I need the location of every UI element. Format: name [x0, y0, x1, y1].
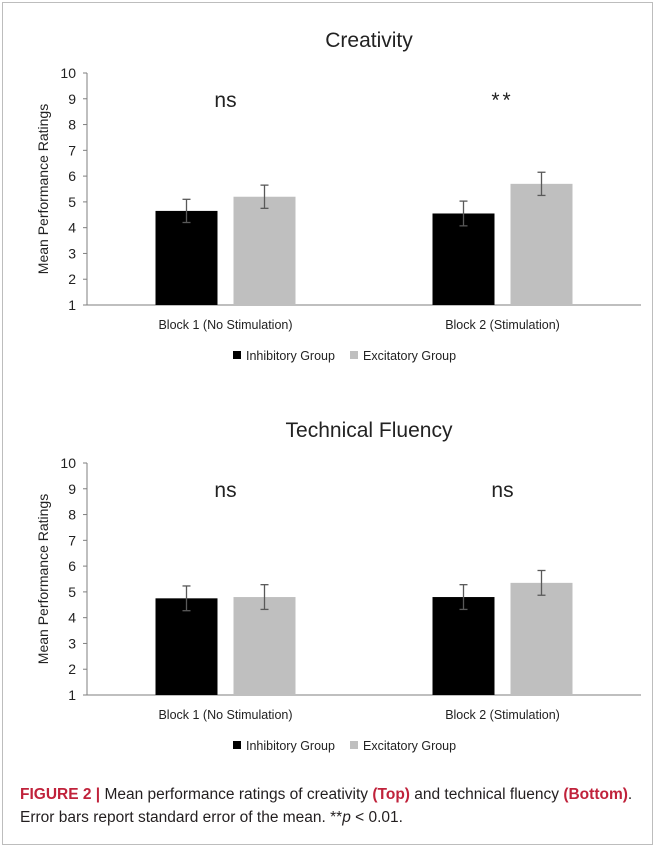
- caption-text-3: . Error bars report standard error of th…: [20, 786, 633, 826]
- chart1-y-axis-label: Mean Performance Ratings: [35, 104, 51, 274]
- chart2-y-axis-label: Mean Performance Ratings: [35, 494, 51, 664]
- caption-bottom: (Bottom): [563, 786, 628, 803]
- chart2-bar: [510, 582, 573, 695]
- technical-fluency-chart: Technical Fluency Mean Performance Rating…: [35, 419, 641, 753]
- chart1-title: Creativity: [325, 29, 413, 52]
- chart2-significance-label: ns: [491, 479, 513, 502]
- chart1-y-tick-label: 2: [68, 271, 76, 287]
- chart2-y-tick-label: 3: [68, 635, 76, 651]
- chart2-bar: [233, 597, 296, 695]
- chart1-bar: [432, 213, 495, 305]
- caption-p: p: [342, 809, 351, 826]
- chart1-legend-swatch: [233, 351, 241, 359]
- chart2-y-tick-label: 10: [60, 455, 76, 471]
- chart1-x-tick-label: Block 1 (No Stimulation): [158, 318, 292, 332]
- chart2-x-tick-label: Block 1 (No Stimulation): [158, 708, 292, 722]
- chart1-y-tick-label: 4: [68, 220, 76, 236]
- chart2-y-tick-label: 8: [68, 507, 76, 523]
- chart2-x-tick-label: Block 2 (Stimulation): [445, 708, 560, 722]
- caption-top: (Top): [372, 786, 410, 803]
- chart2-y-tick-label: 4: [68, 610, 76, 626]
- chart2-y-tick-label: 9: [68, 481, 76, 497]
- creativity-chart: Creativity Mean Performance Ratings 1 2 3 4 5 6…: [35, 29, 641, 363]
- chart1-y-tick-label: 8: [68, 117, 76, 133]
- chart2-y-tick-label: 7: [68, 532, 76, 548]
- chart1-bar: [155, 210, 218, 305]
- chart1-legend-label: Excitatory Group: [363, 349, 456, 363]
- chart1-legend-label: Inhibitory Group: [246, 349, 335, 363]
- chart2-title: Technical Fluency: [286, 419, 453, 442]
- figure-label: FIGURE 2 |: [20, 786, 101, 803]
- chart1-x-tick-label: Block 2 (Stimulation): [445, 318, 560, 332]
- chart1-y-tick-label: 3: [68, 245, 76, 261]
- chart1-bar: [233, 196, 296, 305]
- chart1-significance-label: **: [491, 89, 513, 112]
- chart1-y-tick-label: 1: [68, 297, 76, 313]
- chart2-legend-label: Excitatory Group: [363, 739, 456, 753]
- chart2-y-tick-label: 2: [68, 661, 76, 677]
- caption-text-2: and technical fluency: [409, 786, 564, 803]
- caption-text-1: Mean performance ratings of creativity: [100, 786, 373, 803]
- chart1-y-tick-label: 7: [68, 142, 76, 158]
- chart2-y-tick-label: 1: [68, 687, 76, 703]
- chart2-legend-label: Inhibitory Group: [246, 739, 335, 753]
- chart2-y-tick-label: 6: [68, 558, 76, 574]
- chart2-legend-swatch: [233, 741, 241, 749]
- chart2-significance-label: ns: [214, 479, 236, 502]
- chart2-y-tick-label: 5: [68, 584, 76, 600]
- chart1-y-tick-label: 5: [68, 194, 76, 210]
- chart2-legend-swatch: [350, 741, 358, 749]
- chart2-bar: [155, 598, 218, 695]
- caption-text-4: < 0.01.: [350, 809, 403, 826]
- chart1-bar: [510, 183, 573, 305]
- chart1-y-tick-label: 10: [60, 65, 76, 81]
- chart1-significance-label: ns: [214, 89, 236, 112]
- figure-caption: FIGURE 2 | Mean performance ratings of c…: [20, 783, 645, 829]
- chart1-legend-swatch: [350, 351, 358, 359]
- chart1-y-tick-label: 9: [68, 91, 76, 107]
- chart1-y-tick-label: 6: [68, 168, 76, 184]
- chart2-bar: [432, 597, 495, 695]
